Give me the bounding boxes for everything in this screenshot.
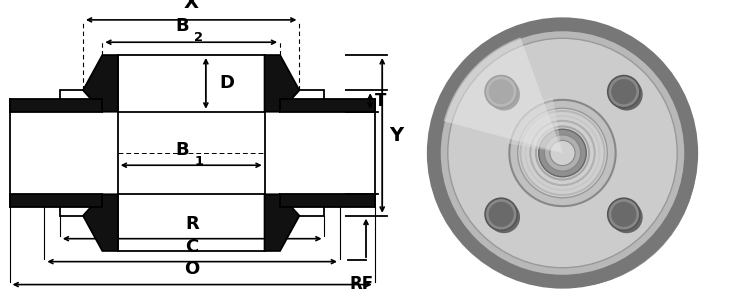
Circle shape — [509, 100, 616, 206]
Circle shape — [485, 198, 518, 230]
Circle shape — [488, 201, 520, 233]
Polygon shape — [83, 194, 118, 251]
Bar — [10, 194, 102, 207]
Circle shape — [440, 30, 697, 287]
Bar — [60, 90, 325, 216]
Bar — [280, 99, 375, 112]
Text: 1: 1 — [194, 155, 203, 168]
Text: D: D — [220, 74, 235, 92]
Bar — [280, 194, 375, 207]
Polygon shape — [265, 55, 299, 112]
Text: C: C — [185, 237, 199, 256]
Bar — [10, 112, 102, 194]
Circle shape — [448, 38, 677, 268]
Circle shape — [488, 202, 514, 227]
Circle shape — [610, 201, 643, 233]
Circle shape — [488, 79, 514, 104]
Text: R: R — [185, 215, 199, 233]
Circle shape — [538, 129, 586, 177]
Circle shape — [550, 140, 575, 166]
Bar — [118, 55, 265, 251]
Circle shape — [518, 108, 608, 198]
Polygon shape — [265, 194, 299, 251]
Circle shape — [611, 79, 637, 104]
Text: X: X — [184, 0, 199, 12]
Circle shape — [544, 135, 580, 171]
Text: RF: RF — [350, 275, 374, 293]
Circle shape — [608, 76, 640, 108]
Text: 2: 2 — [194, 31, 203, 44]
Circle shape — [610, 78, 643, 110]
Circle shape — [485, 76, 518, 108]
Text: Y: Y — [389, 126, 404, 145]
Bar — [10, 99, 102, 112]
Bar — [280, 112, 375, 194]
Circle shape — [433, 24, 692, 282]
Circle shape — [611, 202, 637, 227]
Polygon shape — [83, 55, 118, 112]
Wedge shape — [443, 37, 562, 153]
Wedge shape — [508, 98, 562, 153]
Circle shape — [488, 78, 520, 110]
Text: O: O — [184, 260, 200, 278]
Circle shape — [608, 198, 640, 230]
Text: B: B — [176, 17, 189, 35]
Text: B: B — [176, 141, 189, 159]
Text: T: T — [375, 92, 386, 110]
